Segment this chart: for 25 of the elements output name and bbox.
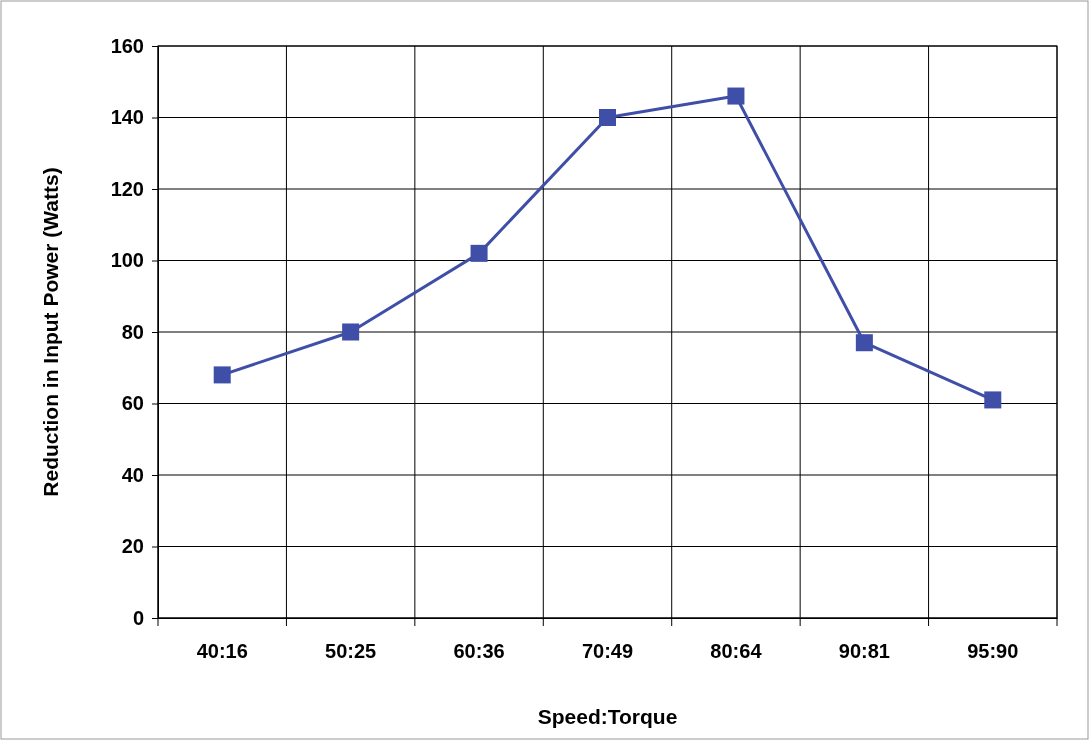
x-tick-label: 95:90	[967, 640, 1019, 663]
x-tick-label: 80:64	[710, 640, 763, 663]
y-tick-label: 140	[110, 106, 144, 129]
x-tick-label: 60:36	[453, 640, 505, 663]
point	[855, 334, 873, 352]
point	[342, 323, 360, 341]
x-tick-label: 90:81	[838, 640, 890, 663]
y-tick-label: 120	[110, 177, 144, 200]
x-tick-label: 50:25	[325, 640, 377, 663]
y-tick-label: 40	[121, 463, 144, 486]
y-tick-label: 20	[121, 535, 144, 558]
x-tick-label: 40:16	[196, 640, 248, 663]
y-tick-label: 100	[110, 249, 144, 272]
point	[727, 87, 745, 105]
point	[984, 391, 1002, 409]
point	[470, 244, 488, 262]
y-tick-label: 160	[110, 34, 144, 57]
y-tick-label: 0	[132, 606, 144, 629]
y-tick-label: 60	[121, 392, 144, 415]
x-axis-title: Speed:Torque	[537, 705, 678, 728]
point	[213, 366, 231, 384]
y-tick-label: 80	[121, 320, 144, 343]
point	[598, 108, 617, 127]
y-axis-title: Reduction in Input Power (Watts)	[39, 167, 62, 497]
x-tick-label: 70:49	[581, 640, 634, 663]
